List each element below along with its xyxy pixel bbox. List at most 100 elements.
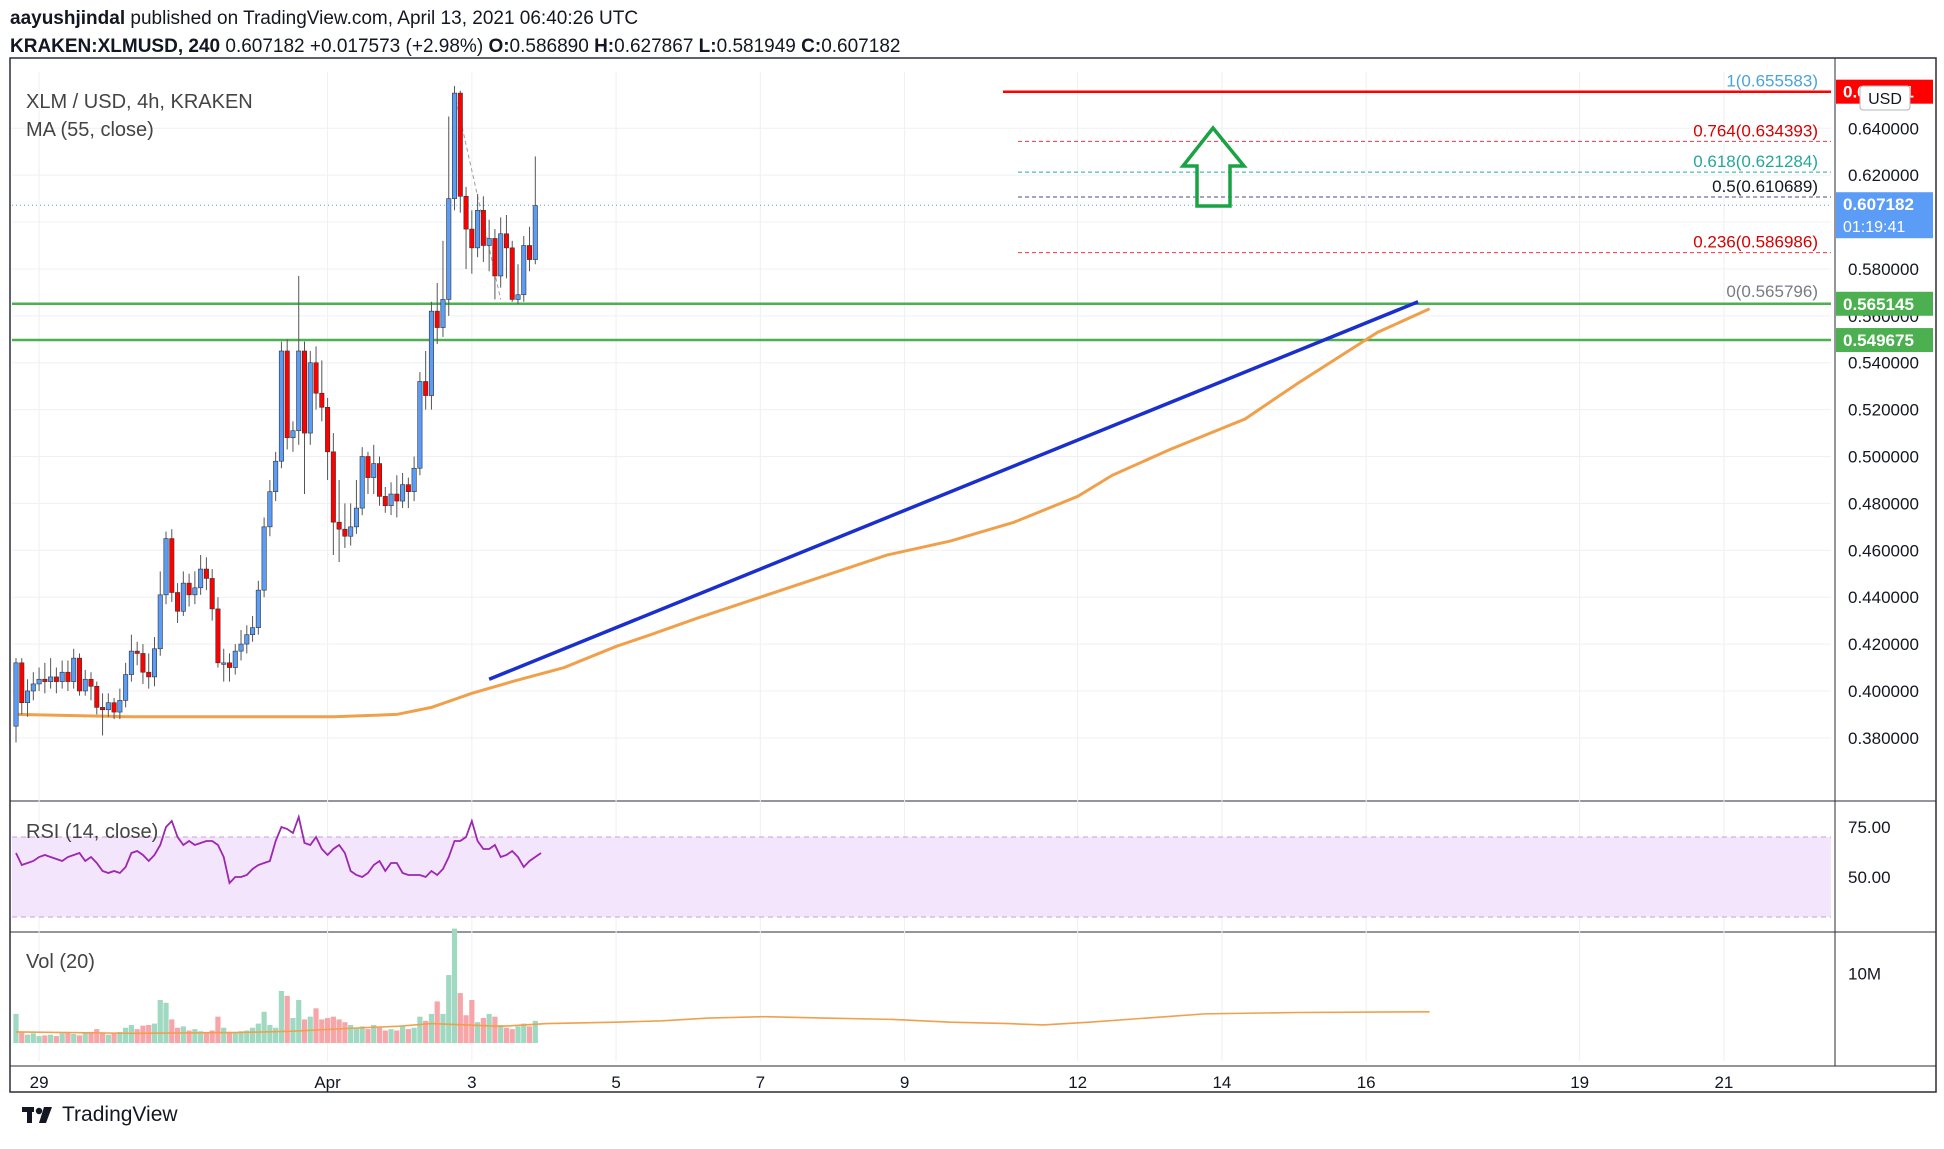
volume-bar — [123, 1027, 129, 1043]
volume-bar — [174, 1027, 181, 1043]
volume-bar — [446, 975, 452, 1043]
candle-down — [509, 247, 515, 300]
candle-up — [515, 294, 521, 300]
volume-bar — [521, 1023, 527, 1043]
currency-button-label[interactable]: USD — [1868, 91, 1902, 108]
candle-down — [365, 456, 371, 478]
candle-up — [307, 362, 313, 434]
candle-down — [319, 392, 325, 408]
candle-up — [238, 643, 244, 652]
author-name[interactable]: aayushjindal — [10, 8, 126, 29]
candle-up — [417, 381, 423, 469]
y-tick-label: 0.460000 — [1848, 541, 1919, 560]
volume-bar — [475, 1022, 481, 1043]
volume-bar — [42, 1035, 48, 1043]
volume-bar — [76, 1035, 83, 1043]
candle-down — [377, 463, 383, 497]
candle-down — [382, 496, 388, 507]
candle-down — [342, 528, 348, 537]
y-tick-label: 0.620000 — [1848, 166, 1919, 185]
candle-up — [290, 430, 296, 439]
volume-bar — [267, 1024, 273, 1043]
footer-brand-label: TradingView — [62, 1103, 178, 1126]
volume-bar — [261, 1011, 267, 1043]
low-label: L: — [698, 36, 717, 57]
volume-bar — [65, 1032, 71, 1043]
candle-down — [65, 671, 71, 682]
volume-bar — [180, 1026, 186, 1043]
volume-bar — [146, 1024, 152, 1043]
volume-bar — [278, 991, 285, 1043]
candle-down — [100, 707, 106, 711]
volume-bar — [209, 1030, 215, 1043]
fib-label: 0.618(0.621284) — [1693, 152, 1818, 171]
candle-down — [88, 678, 94, 687]
volume-bar — [30, 1033, 36, 1043]
x-tick-label: 5 — [611, 1073, 620, 1092]
candle-up — [411, 467, 417, 492]
up-arrow-icon — [1179, 125, 1248, 208]
candle-up — [498, 233, 504, 277]
candle-down — [215, 608, 221, 664]
candle-down — [336, 521, 342, 530]
volume-bar — [319, 1019, 325, 1043]
volume-bar — [417, 1016, 423, 1043]
volume-bar — [244, 1030, 250, 1043]
volume-bar — [428, 1013, 435, 1043]
volume-bar — [273, 1027, 279, 1043]
rsi-tick-label: 50.00 — [1848, 868, 1891, 887]
volume-bar — [296, 1000, 302, 1043]
fib-label: 0.764(0.634393) — [1693, 121, 1818, 140]
candle-up — [261, 526, 267, 591]
candle-up — [25, 690, 31, 703]
candle-up — [48, 676, 54, 682]
volume-bar — [376, 1027, 383, 1043]
y-tick-label: 0.480000 — [1848, 494, 1919, 513]
support-price-label: 0.565145 — [1843, 295, 1914, 314]
publish-info: published on TradingView.com, April 13, … — [130, 8, 639, 29]
fib-label: 0(0.565796) — [1726, 282, 1818, 301]
open-label: O: — [488, 36, 510, 57]
candle-down — [203, 568, 209, 579]
last-price-tag — [1836, 192, 1933, 239]
volume-bar — [238, 1031, 244, 1043]
volume-bar — [169, 1019, 175, 1043]
x-tick-label: 3 — [467, 1073, 476, 1092]
volume-bar — [515, 1026, 521, 1043]
volume-bar — [111, 1033, 117, 1043]
candle-down — [394, 493, 400, 502]
candle-up — [151, 648, 157, 678]
volume-bar — [440, 1013, 446, 1043]
y-tick-label: 0.580000 — [1848, 260, 1919, 279]
candle-up — [486, 238, 492, 246]
volume-bar — [198, 1031, 204, 1043]
volume-bar — [24, 1034, 31, 1043]
candle-down — [53, 676, 59, 682]
symbol: KRAKEN:XLMUSD, 240 — [10, 36, 221, 57]
candle-up — [163, 538, 169, 596]
candle-up — [267, 491, 273, 528]
volume-bar — [157, 1000, 163, 1043]
candle-up — [13, 662, 19, 727]
trend-line — [488, 300, 1419, 681]
footer-brand[interactable]: TradingView — [22, 1103, 178, 1127]
candle-down — [463, 195, 469, 230]
volume-bar — [48, 1034, 54, 1043]
candle-down — [186, 582, 192, 596]
candle-down — [169, 538, 175, 593]
candle-down — [469, 228, 475, 249]
volume-bar — [382, 1030, 388, 1043]
low-value: 0.581949 — [716, 36, 796, 57]
x-tick-label: 21 — [1714, 1073, 1733, 1092]
y-tick-label: 0.540000 — [1848, 354, 1919, 373]
volume-bar — [99, 1032, 106, 1043]
rsi-line — [15, 813, 542, 885]
volume-bar — [342, 1022, 348, 1043]
y-tick-label: 0.640000 — [1848, 119, 1919, 138]
volume-bar — [405, 1029, 411, 1043]
fib-label: 0.5(0.610689) — [1712, 177, 1818, 196]
candle-down — [301, 350, 307, 434]
candle-up — [36, 678, 42, 685]
candle-up — [250, 627, 256, 636]
